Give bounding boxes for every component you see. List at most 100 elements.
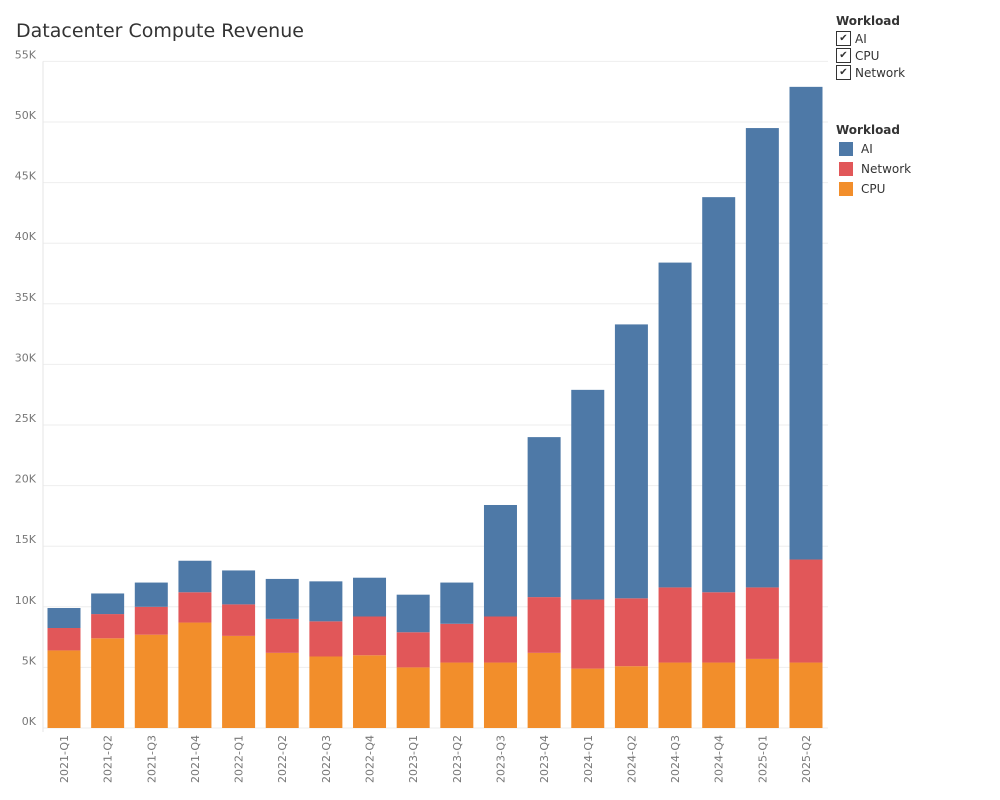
bar-cpu bbox=[571, 668, 605, 728]
bar-network bbox=[571, 599, 605, 669]
bar-ai bbox=[265, 578, 299, 619]
x-tick-label: 2023-Q3 bbox=[494, 735, 507, 783]
x-tick-label: 2024-Q3 bbox=[669, 735, 682, 783]
bar-cpu bbox=[91, 638, 125, 728]
bar-cpu bbox=[789, 662, 823, 728]
filter-item-network[interactable]: ✔ Network bbox=[836, 64, 905, 81]
bar-network bbox=[702, 592, 736, 663]
y-tick-label: 0K bbox=[22, 715, 37, 728]
checkbox-checked-icon[interactable]: ✔ bbox=[836, 31, 851, 46]
bar-network bbox=[789, 559, 823, 663]
y-tick-label: 50K bbox=[15, 109, 37, 122]
bar-ai bbox=[483, 504, 517, 617]
x-tick-label: 2025-Q2 bbox=[800, 735, 813, 783]
color-legend: Workload AI Network CPU bbox=[836, 123, 911, 199]
legend-item-network: Network bbox=[836, 159, 911, 179]
bar-network bbox=[483, 616, 517, 663]
bar-ai bbox=[745, 128, 779, 588]
x-tick-label: 2022-Q3 bbox=[320, 735, 333, 783]
filter-title: Workload bbox=[836, 14, 900, 28]
bar-network bbox=[440, 623, 474, 663]
filter-label: Network bbox=[855, 65, 906, 80]
filter-item-cpu[interactable]: ✔ CPU bbox=[836, 47, 905, 64]
bar-ai bbox=[789, 86, 823, 560]
bar-ai bbox=[178, 560, 212, 593]
legend-item-ai: AI bbox=[836, 139, 911, 159]
x-tick-label: 2022-Q1 bbox=[233, 735, 246, 783]
bar-ai bbox=[91, 593, 125, 615]
filter-label: AI bbox=[855, 31, 867, 46]
bar-ai bbox=[353, 577, 387, 617]
bar-network bbox=[658, 587, 692, 663]
legend-item-cpu: CPU bbox=[836, 179, 911, 199]
bar-cpu bbox=[134, 634, 168, 728]
x-tick-label: 2024-Q4 bbox=[713, 735, 726, 783]
x-tick-label: 2024-Q2 bbox=[625, 735, 638, 783]
filter-label: CPU bbox=[855, 48, 880, 63]
bar-ai bbox=[571, 389, 605, 600]
checkbox-checked-icon[interactable]: ✔ bbox=[836, 65, 851, 80]
bar-ai bbox=[396, 594, 430, 633]
y-tick-label: 40K bbox=[15, 230, 37, 243]
bar-cpu bbox=[658, 662, 692, 728]
y-tick-label: 15K bbox=[15, 533, 37, 546]
x-tick-label: 2021-Q4 bbox=[189, 735, 202, 783]
bar-ai bbox=[527, 437, 561, 598]
bar-ai bbox=[222, 570, 256, 605]
bar-ai bbox=[702, 197, 736, 593]
y-tick-label: 20K bbox=[15, 473, 37, 486]
bar-network bbox=[353, 616, 387, 656]
x-tick-label: 2021-Q1 bbox=[58, 735, 71, 783]
bar-cpu bbox=[745, 658, 779, 728]
legend-label: AI bbox=[861, 142, 873, 156]
x-tick-label: 2023-Q2 bbox=[451, 735, 464, 783]
x-tick-label: 2022-Q2 bbox=[276, 735, 289, 783]
x-tick-label: 2023-Q4 bbox=[538, 735, 551, 783]
bar-cpu bbox=[702, 662, 736, 728]
checkbox-checked-icon[interactable]: ✔ bbox=[836, 48, 851, 63]
bar-cpu bbox=[483, 662, 517, 728]
bar-cpu bbox=[527, 652, 561, 728]
bar-network bbox=[527, 597, 561, 653]
y-tick-label: 35K bbox=[15, 291, 37, 304]
y-tick-label: 25K bbox=[15, 412, 37, 425]
bar-ai bbox=[309, 581, 343, 622]
filter-item-ai[interactable]: ✔ AI bbox=[836, 30, 905, 47]
bar-network bbox=[47, 628, 81, 651]
bar-network bbox=[396, 632, 430, 668]
bar-ai bbox=[614, 324, 648, 599]
bar-network bbox=[134, 606, 168, 635]
bar-network bbox=[222, 604, 256, 636]
bar-network bbox=[309, 621, 343, 657]
x-tick-label: 2021-Q2 bbox=[102, 735, 115, 783]
bar-network bbox=[265, 618, 299, 653]
bar-ai bbox=[134, 582, 168, 607]
bar-cpu bbox=[396, 667, 430, 728]
legend-swatch bbox=[839, 142, 853, 156]
x-tick-label: 2022-Q4 bbox=[364, 735, 377, 783]
legend-label: CPU bbox=[861, 182, 886, 196]
bar-network bbox=[91, 614, 125, 639]
bar-ai bbox=[47, 608, 81, 629]
x-tick-label: 2023-Q1 bbox=[407, 735, 420, 783]
bar-cpu bbox=[440, 662, 474, 728]
workload-filter: Workload ✔ AI ✔ CPU ✔ Network bbox=[836, 14, 905, 81]
x-tick-label: 2025-Q1 bbox=[756, 735, 769, 783]
bar-cpu bbox=[614, 666, 648, 728]
bar-network bbox=[178, 592, 212, 623]
bar-cpu bbox=[353, 655, 387, 728]
legend-label: Network bbox=[861, 162, 912, 176]
bar-cpu bbox=[222, 635, 256, 728]
bar-cpu bbox=[309, 656, 343, 728]
y-tick-label: 10K bbox=[15, 594, 37, 607]
bar-network bbox=[745, 587, 779, 659]
bar-ai bbox=[440, 582, 474, 624]
y-tick-label: 5K bbox=[22, 654, 37, 667]
bar-cpu bbox=[265, 652, 299, 728]
x-tick-label: 2021-Q3 bbox=[145, 735, 158, 783]
chart-title: Datacenter Compute Revenue bbox=[16, 20, 304, 42]
y-tick-label: 55K bbox=[15, 48, 37, 61]
legend-swatch bbox=[839, 162, 853, 176]
